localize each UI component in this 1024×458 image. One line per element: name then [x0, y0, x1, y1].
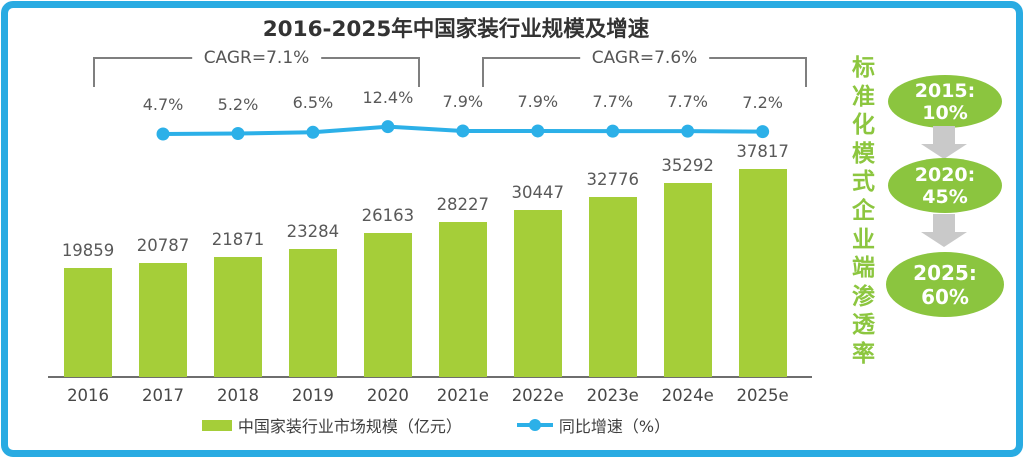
milestone-2015-value: 10%: [922, 101, 968, 124]
x-axis-label-2025e: 2025e: [736, 386, 789, 405]
milestone-2025-ellipse: 2025: 60%: [886, 252, 1004, 317]
bar-value-label: 26163: [361, 206, 415, 226]
milestone-2025-value: 60%: [921, 284, 969, 309]
down-arrow-icon: [921, 126, 967, 159]
cagr-label: CAGR=7.6%: [579, 48, 710, 68]
milestone-2015-ellipse: 2015: 10%: [888, 75, 1002, 128]
chart-title: 2016-2025年中国家装行业规模及增速: [262, 17, 650, 42]
bar-2018: [213, 256, 262, 377]
bar-2024e: [663, 182, 712, 377]
growth-pct-label: 6.5%: [292, 93, 334, 113]
bar-2025e: [738, 169, 787, 377]
cagr-bracket-end: [482, 57, 484, 87]
line-series-swatch-icon: [516, 419, 553, 431]
milestone-2020-year: 2020:: [914, 163, 976, 186]
bar-2016: [64, 267, 113, 377]
line-swatch-dot: [528, 419, 541, 431]
milestone-2015-year: 2015:: [914, 79, 976, 102]
down-arrow-icon: [921, 214, 967, 247]
x-axis-label-2020: 2020: [366, 386, 409, 405]
x-axis-line: [48, 376, 812, 378]
bar-2020: [363, 233, 412, 377]
x-axis-label-2021e: 2021e: [436, 386, 489, 405]
milestone-2020-ellipse: 2020: 45%: [888, 158, 1002, 213]
growth-pct-label: 12.4%: [362, 87, 414, 107]
bar-value-label: 19859: [61, 240, 115, 260]
side-panel-vertical-label: 标准化模式企业端渗透率: [852, 55, 875, 367]
bar-value-label: 30447: [511, 182, 565, 202]
legend-item-market-size: 中国家装行业市场规模（亿元）: [201, 413, 462, 437]
bar-2017: [139, 262, 188, 377]
growth-pct-label: 7.9%: [517, 91, 559, 111]
bar-value-label: 20787: [136, 235, 190, 255]
growth-pct-label: 5.2%: [217, 94, 259, 114]
bar-series-swatch-icon: [201, 419, 232, 431]
bar-value-label: 35292: [661, 155, 714, 175]
legend-item-growth-rate: 同比增速（%）: [516, 413, 671, 437]
bar-value-label: 23284: [286, 221, 340, 241]
side-panel: 标准化模式企业端渗透率 2015: 10% 2020: 45% 2025: 60…: [830, 0, 1024, 458]
legend-label-growth-rate: 同比增速（%）: [558, 417, 671, 436]
milestone-2020-value: 45%: [922, 185, 968, 208]
x-axis-label-2024e: 2024e: [661, 386, 714, 405]
bar-2021e: [438, 221, 487, 377]
growth-pct-label: 7.2%: [742, 92, 783, 112]
milestone-2025-year: 2025:: [913, 260, 977, 285]
bar-value-label: 37817: [736, 142, 789, 161]
bar-value-label: 32776: [586, 169, 639, 189]
bar-2019: [288, 248, 337, 377]
x-axis-label-2017: 2017: [142, 386, 185, 405]
arrow-head: [921, 144, 967, 159]
growth-pct-label: 7.7%: [667, 92, 708, 112]
arrow-shaft: [933, 126, 955, 144]
bar-2023e: [588, 196, 637, 377]
bar-value-label: 21871: [211, 229, 265, 249]
growth-pct-label: 7.9%: [442, 91, 484, 111]
chart-legend: 中国家装行业市场规模（亿元） 同比增速（%）: [0, 413, 872, 437]
bar-value-label: 28227: [436, 194, 490, 214]
x-axis-label-2018: 2018: [216, 386, 259, 405]
arrow-head: [921, 232, 967, 247]
cagr-bracket-end: [418, 57, 420, 87]
x-axis-label-2019: 2019: [291, 386, 334, 405]
x-axis-label-2016: 2016: [67, 386, 110, 405]
arrow-shaft: [933, 214, 955, 232]
cagr-bracket-end: [93, 57, 95, 87]
x-axis-label-2022e: 2022e: [511, 386, 564, 405]
legend-label-market-size: 中国家装行业市场规模（亿元）: [237, 417, 462, 436]
growth-pct-label: 4.7%: [142, 95, 184, 114]
x-axis-label-2023e: 2023e: [586, 386, 639, 405]
cagr-bracket-end: [805, 57, 807, 87]
bar-2022e: [513, 209, 562, 377]
growth-pct-label: 7.7%: [592, 92, 634, 112]
cagr-label: CAGR=7.1%: [191, 48, 322, 68]
